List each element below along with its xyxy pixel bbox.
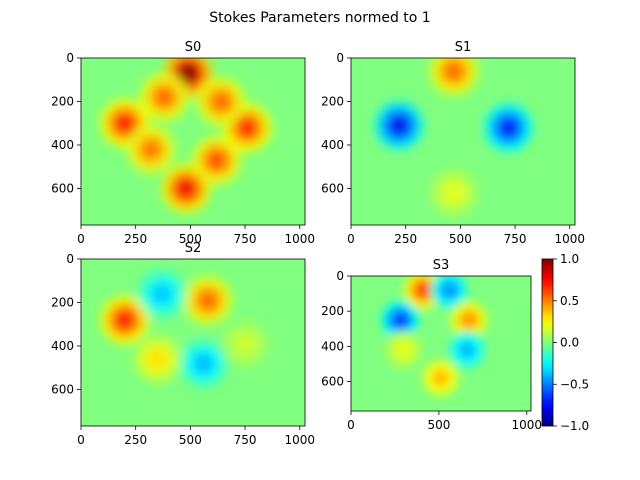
heatmap-blob-0 (414, 281, 432, 299)
y-tick-label: 200 (321, 94, 344, 108)
heatmap-blob-4 (153, 86, 175, 108)
x-tick-label: 1000 (284, 433, 315, 447)
y-tick-label: 600 (321, 374, 344, 388)
x-tick-label: 500 (179, 433, 202, 447)
y-tick-label: 200 (51, 295, 74, 309)
panel-s1: S1 0 250 500 750 1000 0 200 400 600 (321, 40, 585, 246)
panel-title: S2 (185, 241, 202, 256)
heatmap-blob-2 (151, 283, 173, 305)
axes-frame (350, 57, 576, 226)
x-tick-label: 250 (124, 433, 147, 447)
heatmap-blob-4 (458, 341, 476, 359)
heatmap-blob-6 (395, 341, 413, 359)
axes-frame (80, 258, 306, 427)
x-tick-label: 0 (77, 232, 85, 246)
axes-frame (80, 57, 306, 226)
heatmap-blob-5 (432, 369, 450, 387)
x-tick-label: 750 (234, 433, 257, 447)
heatmap-blob-7 (206, 149, 228, 171)
y-tick-label: 200 (321, 304, 344, 318)
y-tick-label: 0 (336, 51, 344, 65)
x-tick-label: 250 (124, 232, 147, 246)
y-tick-label: 0 (66, 51, 74, 65)
y-tick-label: 0 (336, 269, 344, 283)
colorbar-tick-label: 0.5 (560, 294, 579, 308)
heatmap-blob-2 (443, 60, 465, 82)
axes-frame (350, 275, 532, 412)
y-tick-label: 400 (321, 138, 344, 152)
heatmap-blob-5 (210, 91, 232, 112)
x-tick-label: 1000 (512, 418, 543, 432)
colorbar-tick-label: −0.5 (560, 377, 589, 391)
heatmap-image (81, 58, 305, 225)
y-tick-label: 400 (51, 339, 74, 353)
y-tick-label: 600 (321, 181, 344, 195)
x-tick-label: 0 (347, 232, 355, 246)
heatmap-blob-3 (175, 177, 197, 199)
heatmap-image (81, 259, 305, 426)
colorbar-tick-label: 1.0 (560, 252, 579, 266)
x-tick-label: 250 (394, 232, 417, 246)
panel-s2: S2 0 250 500 750 1000 0 200 400 600 (51, 241, 315, 447)
y-tick-label: 600 (51, 382, 74, 396)
panel-title: S0 (185, 40, 202, 55)
x-tick-label: 750 (234, 232, 257, 246)
x-tick-label: 0 (77, 433, 85, 447)
x-tick-label: 750 (504, 232, 527, 246)
heatmap-blob-4 (147, 348, 169, 370)
heatmap-image (351, 276, 531, 411)
x-tick-label: 500 (179, 232, 202, 246)
x-tick-label: 0 (347, 418, 355, 432)
figure-title: Stokes Parameters normed to 1 (209, 10, 430, 26)
heatmap-blob-1 (197, 289, 219, 311)
y-tick-label: 600 (51, 181, 74, 195)
colorbar-gradient (541, 258, 554, 427)
y-tick-label: 400 (321, 339, 344, 353)
y-tick-label: 400 (51, 138, 74, 152)
panel-title: S1 (455, 40, 472, 55)
heatmap-blob-1 (441, 281, 458, 299)
heatmap-blob-3 (443, 182, 465, 204)
heatmap-blob-5 (234, 333, 256, 355)
heatmap-blob-6 (140, 138, 162, 160)
heatmap-blob-0 (114, 309, 136, 331)
x-tick-label: 500 (427, 418, 450, 432)
heatmap-blob-1 (114, 112, 136, 134)
heatmap-blob-2 (236, 117, 258, 139)
panel-s3: S3 0 500 1000 0 200 400 600 (321, 258, 542, 432)
colorbar-tick-label: −1.0 (560, 419, 589, 433)
heatmap-blob-3 (460, 311, 478, 329)
x-tick-label: 1000 (554, 232, 585, 246)
heatmap-image (351, 58, 575, 225)
panel-title: S3 (433, 258, 450, 273)
heatmap-blob-0 (177, 62, 199, 84)
heatmap-blob-0 (388, 114, 410, 136)
y-tick-label: 0 (66, 252, 74, 266)
heatmap-blob-3 (193, 352, 214, 374)
x-tick-label: 500 (449, 232, 472, 246)
x-tick-label: 1000 (284, 232, 315, 246)
colorbar: 1.0 0.5 0.0 −0.5 −1.0 (541, 252, 589, 433)
heatmap-blob-1 (498, 117, 519, 139)
colorbar-tick-label: 0.0 (560, 336, 579, 350)
y-tick-label: 200 (51, 94, 74, 108)
heatmap-blob-2 (391, 311, 409, 329)
panel-s0: S0 0 250 500 750 1000 0 200 400 600 (51, 40, 315, 246)
